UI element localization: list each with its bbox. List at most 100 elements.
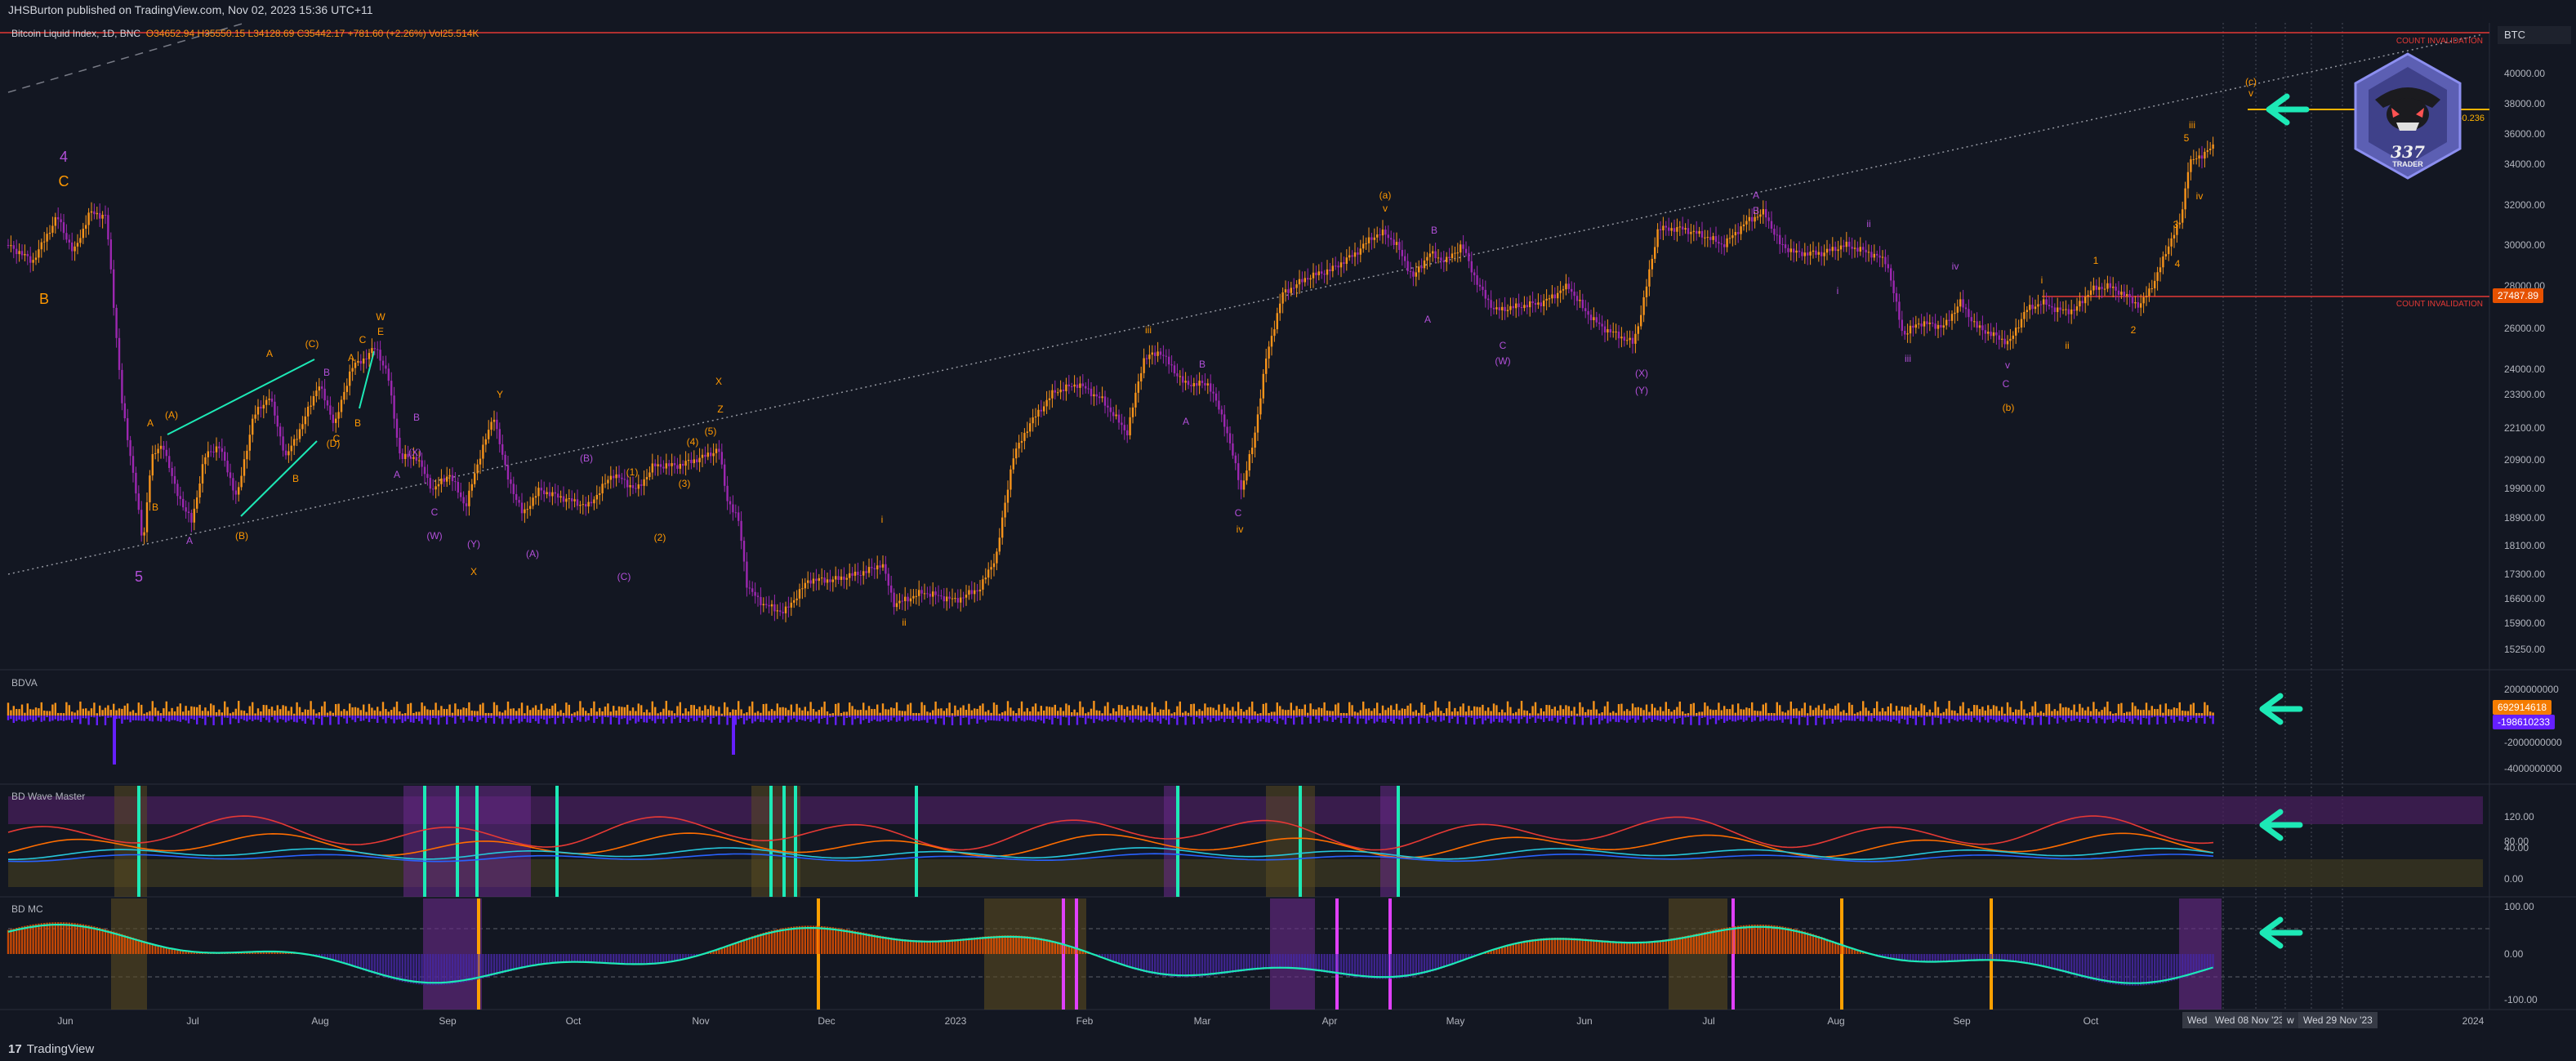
mc-hist-bar [2115, 954, 2117, 985]
bdva-up-bar [1634, 707, 1637, 716]
candle [1962, 289, 1964, 313]
candle [751, 581, 754, 597]
bdva-up-bar [315, 713, 318, 716]
mc-hist-bar [1626, 941, 1629, 954]
bdva-down-bar [738, 716, 740, 720]
candle-body [831, 579, 834, 582]
candle-body [1460, 244, 1462, 253]
bdva-down-bar [1970, 716, 1972, 722]
bdva-down-bar [849, 716, 851, 718]
mc-hist-bar [793, 926, 796, 954]
mc-hist-bar [1309, 954, 1312, 971]
candle [1879, 246, 1881, 267]
mc-hist-bar [599, 954, 601, 964]
bdva-up-bar [2176, 708, 2178, 716]
mc-hist-bar [1473, 954, 1476, 956]
candle-body [1165, 355, 1167, 357]
bdva-up-bar [34, 707, 38, 716]
candle [1234, 452, 1237, 470]
candle-body [2173, 234, 2176, 239]
bdva-up-bar [1015, 713, 1018, 716]
bdva-up-bar [881, 703, 885, 716]
candle-body [1381, 230, 1384, 236]
bdva-up-bar [1329, 711, 1331, 716]
candle-body [224, 452, 226, 461]
candle-body [345, 386, 348, 392]
mc-hist-bar [1154, 954, 1157, 975]
candle [798, 583, 801, 608]
bdva-down-bar [1876, 716, 1879, 721]
mc-hist-bar [1640, 941, 1642, 954]
bdva-down-bar [1220, 716, 1223, 719]
mc-hist-bar [432, 954, 435, 986]
bdva-up-bar [738, 701, 740, 716]
candle-body [187, 511, 190, 514]
bdva-down-bar [1723, 716, 1726, 724]
candle [1304, 271, 1306, 287]
bdva-down-bar [2087, 716, 2089, 724]
bdva-down-bar [96, 716, 98, 725]
candle-body [1101, 396, 1103, 399]
bdva-down-bar [1676, 716, 1678, 719]
mc-hist-bar [2034, 954, 2037, 965]
bdva-up-bar [287, 711, 290, 716]
candle [765, 596, 768, 609]
mc-hist-bar [407, 954, 409, 983]
candle [613, 469, 615, 488]
bdva-up-bar [1057, 711, 1059, 716]
candle-body [1345, 257, 1348, 265]
mc-hist-bar [74, 923, 76, 954]
candle [149, 470, 151, 511]
candle-body [1926, 321, 1928, 324]
mc-hist-bar [801, 925, 804, 954]
bdva-down-bar [829, 716, 831, 718]
wave-label: iii [2189, 119, 2195, 131]
candle-body [984, 577, 987, 580]
mc-hist-bar [1845, 946, 1847, 954]
candle-body [1398, 242, 1401, 251]
bdva-down-bar [909, 716, 912, 720]
bdva-down-bar [2101, 716, 2103, 720]
candle-body [826, 579, 829, 583]
bdva-down-bar [326, 716, 329, 718]
candle [504, 451, 506, 470]
bdva-up-bar [815, 711, 818, 716]
mc-hist-bar [2037, 954, 2039, 966]
bdva-up-bar [2067, 707, 2070, 716]
symbol-legend[interactable]: Bitcoin Liquid Index, 1D, BNC O34652.94 … [11, 28, 479, 39]
mc-panel-title[interactable]: BD MC [11, 903, 43, 915]
bdva-down-bar [387, 716, 390, 718]
bdva-up-bar [1837, 703, 1839, 716]
bdva-up-bar [760, 712, 762, 716]
currency-tag[interactable]: BTC [2498, 26, 2571, 44]
wave-panel-title[interactable]: BD Wave Master [11, 791, 86, 802]
candle-body [268, 399, 270, 400]
bdva-down-bar [1843, 716, 1845, 720]
candle [29, 247, 32, 273]
bdva-down-bar [371, 716, 373, 719]
tradingview-brand[interactable]: 17 TradingView [8, 1042, 94, 1056]
mc-hist-bar [268, 951, 270, 954]
bdva-up-bar [648, 712, 651, 716]
bdva-down-bar [404, 716, 407, 722]
bdva-up-bar [340, 711, 343, 716]
bdva-panel-title[interactable]: BDVA [11, 677, 38, 689]
candle [1492, 301, 1495, 314]
bdva-up-bar [1256, 713, 1259, 716]
bdva-down-bar [2109, 716, 2111, 720]
bdva-up-bar [407, 703, 409, 716]
candle [221, 438, 223, 461]
candle [1940, 315, 1942, 337]
candle-body [1337, 265, 1339, 268]
candle-body [282, 436, 284, 451]
candle [582, 494, 584, 515]
candle [2065, 300, 2067, 316]
candle [252, 414, 254, 443]
candle [229, 463, 232, 486]
mc-hist-bar [1393, 954, 1395, 979]
candle-body [1589, 314, 1593, 321]
mc-hist-bar [1432, 954, 1434, 972]
candle [740, 510, 742, 550]
bdva-up-bar [1339, 712, 1343, 716]
